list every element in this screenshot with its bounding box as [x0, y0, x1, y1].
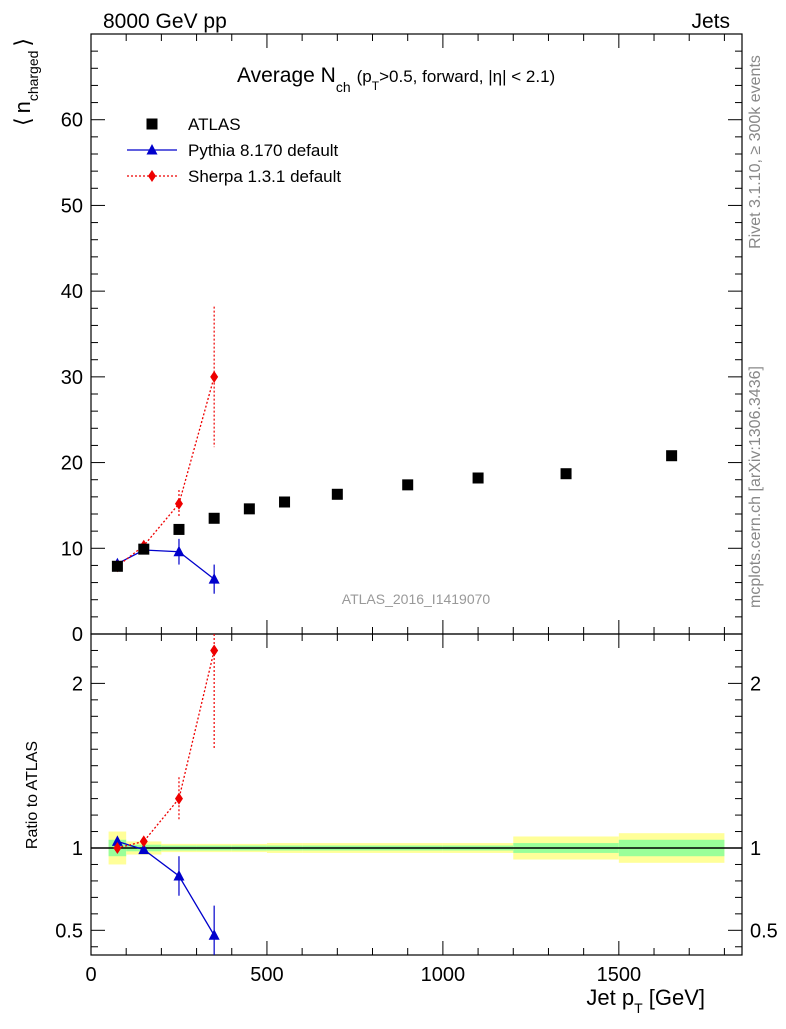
y-tick-label: 30	[61, 367, 83, 389]
ylabel-close: ⟩	[10, 38, 35, 47]
main-panel-ticks: 0 10 20 30 40 50 60	[61, 33, 742, 646]
atlas-point	[111, 560, 123, 572]
atlas-point	[138, 543, 150, 555]
sherpa-line	[116, 376, 215, 567]
ylabel-open: ⟨	[10, 117, 35, 126]
atlas-point	[173, 523, 185, 535]
atlas-point	[279, 496, 291, 508]
atlas-point	[331, 488, 343, 500]
sherpa-ratio-point	[139, 835, 148, 848]
title-sub: ch	[336, 79, 351, 95]
atlas-point	[472, 472, 484, 484]
atlas-point	[560, 468, 572, 480]
pythia-line	[117, 549, 215, 580]
main-title: Average Nch (pT>0.5, forward, |η| < 2.1)	[237, 64, 555, 95]
sherpa-point	[210, 370, 219, 383]
x-axis-label: Jet pT [GeV]	[586, 985, 705, 1016]
ratio-uncertainty-band	[91, 831, 742, 865]
ylabel-sub: charged	[25, 51, 41, 102]
main-ylabel: ⟨ ncharged ⟩	[10, 38, 41, 126]
legend-label: ATLAS	[188, 115, 241, 134]
legend-label: Sherpa 1.3.1 default	[188, 167, 341, 186]
legend-marker	[146, 144, 158, 155]
sherpa-point	[174, 497, 183, 510]
analysis-watermark: ATLAS_2016_I1419070	[342, 591, 491, 607]
sherpa-ratio-point	[174, 792, 183, 805]
pythia-point	[173, 545, 185, 557]
atlas-point	[208, 512, 220, 524]
legend: ATLAS Pythia 8.170 default Sherpa 1.3.1 de…	[127, 115, 341, 186]
x-tick-label: 500	[250, 964, 283, 986]
ratio-y-tick-label-left: 0.5	[55, 920, 83, 942]
main-panel-series	[111, 306, 678, 594]
pythia-ratio-point	[208, 929, 220, 940]
mcplots-label: mcplots.cern.ch [arXiv:1306.3436]	[747, 366, 764, 608]
pythia-ratio-point	[173, 869, 185, 881]
ratio-y-tick-label-left: 1	[72, 838, 83, 860]
x-tick-label: 1500	[597, 964, 642, 986]
y-tick-label: 60	[61, 110, 83, 132]
atlas-point	[666, 450, 678, 462]
y-tick-label: 0	[72, 624, 83, 646]
sherpa-ratio-line	[117, 650, 215, 849]
ratio-panel-series	[111, 634, 220, 955]
energy-label: 8000 GeV pp	[103, 10, 227, 33]
atlas-point	[402, 479, 414, 491]
y-tick-label: 10	[61, 538, 83, 560]
pythia-ratio-line	[117, 840, 215, 936]
ratio-panel-ticks: 0.5 0.5 1 1 2 2 0 500 1000 1500	[55, 634, 778, 986]
y-tick-label: 50	[61, 195, 83, 217]
y-tick-label: 20	[61, 453, 83, 475]
legend-marker	[146, 118, 158, 130]
xlabel-a: Jet p	[586, 985, 634, 1010]
x-tick-label: 1000	[421, 964, 466, 986]
ratio-y-tick-label-left: 2	[72, 673, 83, 695]
xlabel-b: [GeV]	[643, 985, 705, 1010]
ratio-panel-frame	[90, 633, 743, 956]
pythia-point	[208, 573, 220, 584]
sherpa-ratio-point	[210, 644, 219, 657]
legend-marker	[148, 170, 156, 182]
ratio-y-tick-label-right: 2	[750, 673, 761, 695]
title-main: Average N	[237, 64, 336, 87]
ratio-y-tick-label-right: 0.5	[750, 920, 778, 942]
ratio-ylabel: Ratio to ATLAS	[24, 741, 41, 849]
svg-text:⟨ncharged⟩: ⟨ ncharged ⟩	[10, 38, 41, 126]
rivet-label: Rivet 3.1.10, ≥ 300k events	[747, 55, 764, 249]
legend-label: Pythia 8.170 default	[188, 141, 339, 160]
xlabel-sub: T	[634, 1000, 643, 1016]
process-label: Jets	[691, 10, 730, 33]
atlas-point	[243, 503, 255, 515]
ylabel-n: n	[10, 101, 35, 113]
pythia-ratio-point	[138, 843, 150, 855]
title-cuts-sub: T	[372, 79, 380, 93]
y-tick-label: 40	[61, 281, 83, 303]
ratio-y-tick-label-right: 1	[750, 838, 761, 860]
title-cuts-b: >0.5, forward, |η| < 2.1)	[379, 67, 555, 86]
title-cuts-a: (p	[357, 67, 372, 86]
ratio-frame-rect	[90, 633, 743, 956]
x-tick-label: 0	[85, 964, 96, 986]
sherpa-ratio-point	[113, 842, 122, 854]
pythia-ratio-point	[111, 835, 123, 846]
